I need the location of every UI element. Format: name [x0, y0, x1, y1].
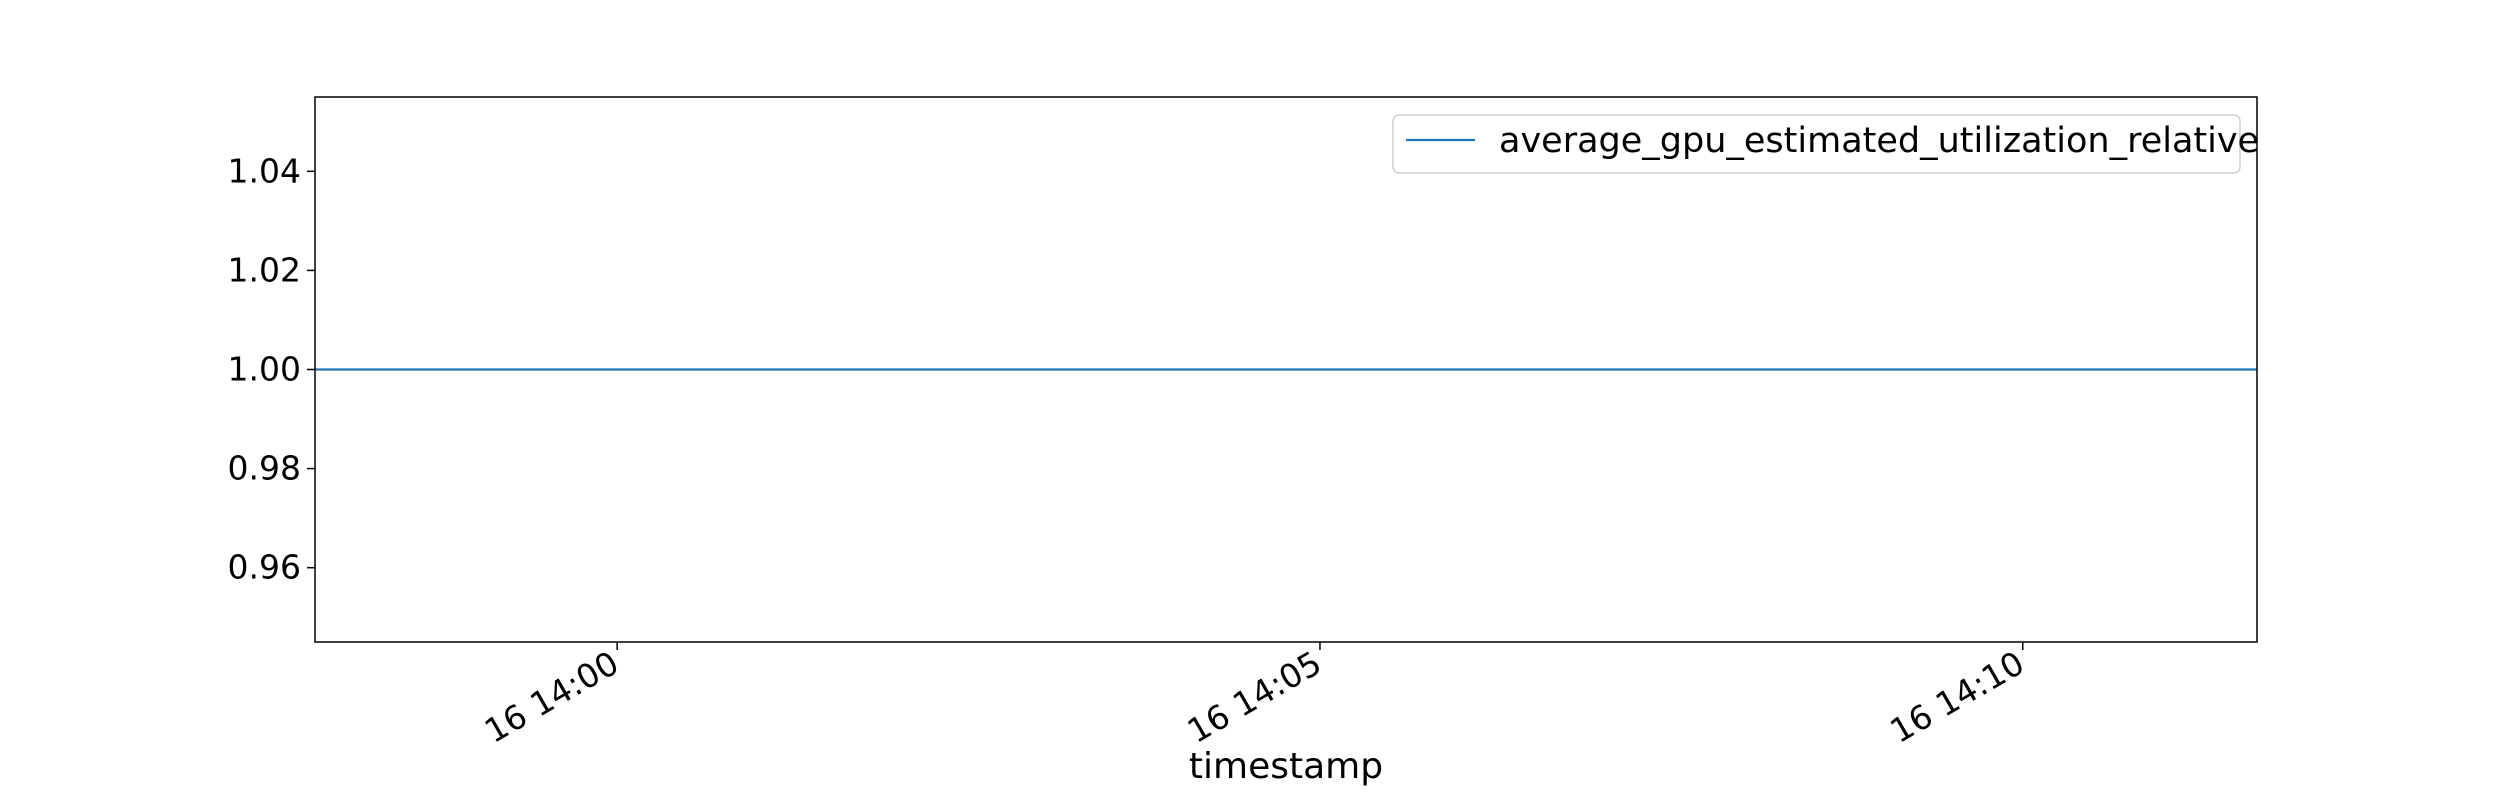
y-axis: 0.96 0.98 1.00 1.02 1.04 [228, 151, 315, 587]
legend-label: average_gpu_estimated_utilization_relati… [1499, 121, 2259, 161]
y-tick-label: 1.02 [228, 250, 301, 289]
x-axis-title: timestamp [1189, 746, 1383, 787]
y-tick-label: 1.04 [228, 151, 301, 190]
y-tick-label: 0.96 [228, 548, 301, 587]
y-tick-label: 0.98 [228, 449, 301, 488]
y-tick-label: 1.00 [228, 350, 301, 389]
legend-box [1392, 114, 2241, 174]
legend: average_gpu_estimated_utilization_relati… [1392, 114, 2259, 174]
